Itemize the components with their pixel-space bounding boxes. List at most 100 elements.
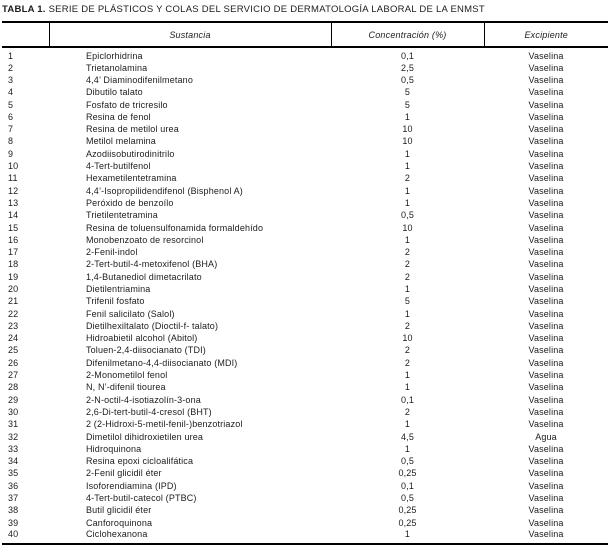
table-row: 21 Trifenil fosfato 5 Vaselina	[2, 296, 608, 308]
table-row: 28 N, N’-difenil tiourea 1 Vaselina	[2, 382, 608, 394]
excipient-value: Vaselina	[528, 406, 564, 417]
substance-name: Metilol melamina	[86, 136, 156, 147]
table-row: 14 Trietilentetramina 0,5 Vaselina	[2, 210, 608, 222]
excipient-value: Vaselina	[528, 161, 564, 172]
table-title-text: SERIE DE PLÁSTICOS Y COLAS DEL SERVICIO …	[45, 4, 485, 15]
row-number: 11	[8, 173, 18, 184]
table-row: 25 Toluen-2,4-diisocianato (TDI) 2 Vaselina	[2, 345, 608, 357]
row-number: 10	[8, 161, 19, 172]
excipient-value: Vaselina	[528, 136, 564, 147]
concentration-value: 10	[402, 124, 413, 135]
table-row: 20 Dietilentriamina 1 Vaselina	[2, 283, 608, 295]
substance-name: 4-Tert-butilfenol	[86, 161, 151, 172]
excipient-value: Vaselina	[528, 308, 564, 319]
concentration-value: 1	[404, 382, 411, 393]
table-row: 17 2-Fenil-indol 2 Vaselina	[2, 246, 608, 258]
concentration-value: 0,5	[401, 210, 414, 221]
excipient-value: Vaselina	[528, 173, 564, 184]
concentration-value: 0,5	[401, 493, 414, 504]
table-row: 33 Hidroquinona 1 Vaselina	[2, 443, 608, 455]
excipient-value: Vaselina	[528, 234, 564, 245]
substance-name: Hidroquinona	[86, 443, 142, 454]
substance-name: 2-Fenil glicidil éter	[86, 468, 162, 479]
substance-name: Dietilentriamina	[86, 283, 151, 294]
substance-name: Monobenzoato de resorcinol	[86, 234, 204, 245]
excipient-value: Vaselina	[528, 124, 564, 135]
table-row: 26 Difenilmetano-4,4-diisocianato (MDI) 2 V…	[2, 357, 608, 369]
table-row: 12 4,4’-Isopropilidendifenol (Bisphenol A…	[2, 185, 608, 197]
table-row: 35 2-Fenil glicidil éter 0,25 Vaselina	[2, 468, 608, 480]
excipient-value: Vaselina	[528, 320, 564, 331]
row-number: 25	[8, 345, 19, 356]
row-number: 8	[8, 136, 14, 147]
header-sustancia: Sustancia	[48, 22, 331, 48]
substance-name: Canforoquinona	[86, 517, 153, 528]
excipient-value: Vaselina	[528, 51, 564, 61]
concentration-value: 0,25	[398, 517, 417, 528]
table-row: 18 2-Tert-butil-4-metoxifenol (BHA) 2 Vasel…	[2, 259, 608, 271]
excipient-value: Vaselina	[528, 493, 564, 504]
substance-name: 2 (2-Hidroxi-5-metil-fenil-)benzotriazol	[86, 419, 243, 430]
excipient-value: Vaselina	[528, 517, 564, 528]
row-number: 22	[8, 308, 19, 319]
table-row: 3 4,4’ Diaminodifenilmetano 0,5 Vaselina	[2, 74, 608, 86]
table-row: 19 1,4-Butanediol dimetacrilato 2 Vaselina	[2, 271, 608, 283]
substance-name: Dimetilol dihidroxietilen urea	[86, 431, 204, 442]
concentration-value: 2	[404, 345, 411, 356]
substance-name: Trifenil fosfato	[86, 296, 145, 307]
row-number: 15	[8, 222, 19, 233]
row-number: 9	[8, 148, 14, 159]
row-number: 3	[8, 74, 14, 85]
concentration-value: 0,1	[401, 394, 414, 405]
excipient-value: Vaselina	[528, 271, 564, 282]
concentration-value: 5	[404, 99, 411, 110]
substance-name: 4-Tert-butil-catecol (PTBC)	[86, 493, 197, 504]
table-row: 22 Fenil salicilato (Salol) 1 Vaselina	[2, 308, 608, 320]
concentration-value: 0,1	[401, 480, 414, 491]
substance-name: Dietilhexiltalato (Dioctil-f- talato)	[86, 320, 219, 331]
excipient-value: Vaselina	[528, 505, 564, 516]
row-number: 32	[8, 431, 19, 442]
substance-name: 1,4-Butanediol dimetacrilato	[86, 271, 202, 282]
excipient-value: Vaselina	[528, 99, 564, 110]
table-row: 7 Resina de metilol urea 10 Vaselina	[2, 123, 608, 135]
row-number: 23	[8, 320, 19, 331]
excipient-value: Vaselina	[528, 370, 564, 381]
concentration-value: 1	[404, 419, 411, 430]
concentration-value: 2	[404, 247, 411, 258]
substance-name: Difenilmetano-4,4-diisocianato (MDI)	[86, 357, 238, 368]
table-row: 10 4-Tert-butilfenol 1 Vaselina	[2, 160, 608, 172]
concentration-value: 1	[404, 370, 411, 381]
header-number	[2, 22, 49, 48]
concentration-value: 10	[402, 136, 413, 147]
concentration-value: 0,5	[401, 74, 414, 85]
table-row: 11 Hexametilentetramina 2 Vaselina	[2, 173, 608, 185]
table-header-row: Sustancia Concentración (%) Excipiente	[2, 22, 608, 48]
row-number: 18	[8, 259, 19, 270]
substance-name: N, N’-difenil tiourea	[86, 382, 166, 393]
substance-name: Dibutilo talato	[86, 87, 143, 98]
substance-name: Trietilentetramina	[86, 210, 158, 221]
row-number: 2	[8, 62, 14, 73]
row-number: 17	[8, 247, 19, 258]
table-row: 27 2-Monometilol fenol 1 Vaselina	[2, 369, 608, 381]
concentration-value: 1	[404, 308, 411, 319]
table-row: 31 2 (2-Hidroxi-5-metil-fenil-)benzotriaz…	[2, 419, 608, 431]
substance-name: Isoforendiamina (IPD)	[86, 480, 177, 491]
substance-name: Resina epoxi cicloalifática	[86, 456, 194, 467]
table-row: 24 Hidroabietil alcohol (Abitol) 10 Vaselin…	[2, 333, 608, 345]
table-row: 16 Monobenzoato de resorcinol 1 Vaselina	[2, 234, 608, 246]
table-body: 1 Epiclorhidrina 0,1 Vaselina 2 Trietanolamin…	[2, 47, 608, 544]
excipient-value: Vaselina	[528, 443, 564, 454]
row-number: 24	[8, 333, 19, 344]
concentration-value: 0,25	[398, 505, 417, 516]
concentration-value: 0,1	[401, 51, 414, 61]
excipient-value: Vaselina	[528, 148, 564, 159]
excipient-value: Vaselina	[528, 185, 564, 196]
row-number: 39	[8, 517, 19, 528]
row-number: 31	[8, 419, 19, 430]
excipient-value: Vaselina	[528, 111, 564, 122]
table-row: 8 Metilol melamina 10 Vaselina	[2, 136, 608, 148]
table-row: 36 Isoforendiamina (IPD) 0,1 Vaselina	[2, 480, 608, 492]
table-row: 4 Dibutilo talato 5 Vaselina	[2, 87, 608, 99]
